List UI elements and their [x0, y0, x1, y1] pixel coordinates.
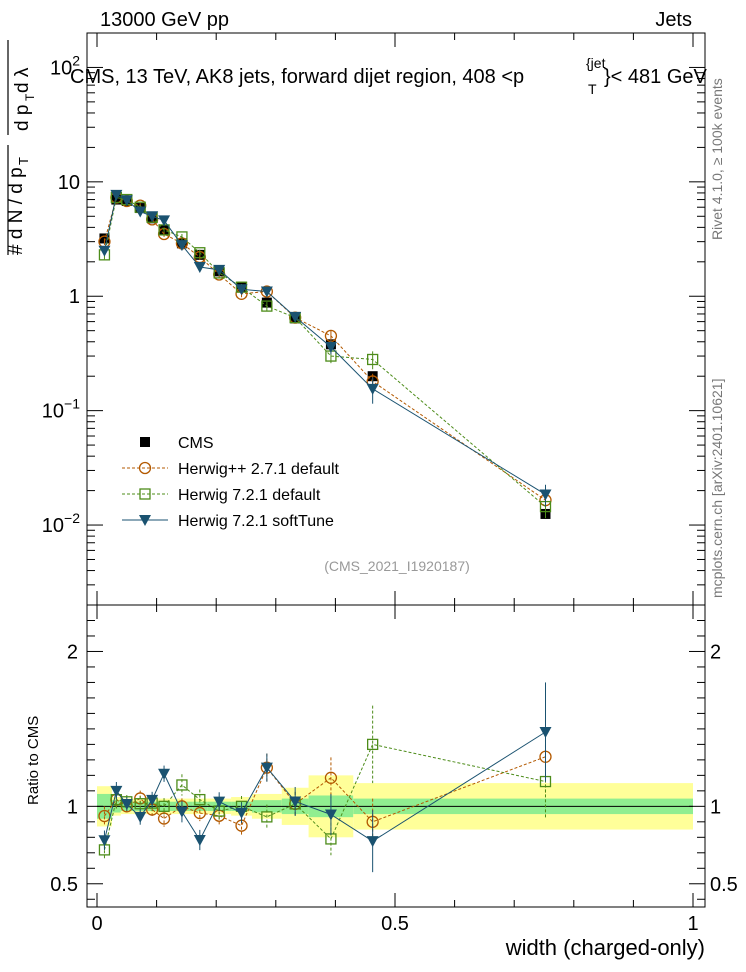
ratio-tick-label-right: 2 [710, 641, 721, 663]
plot-title-sub: T [588, 81, 597, 97]
point-herwig-7-2-1-softtune [158, 215, 171, 227]
ratio-point-herwig-7-2-1-default [261, 811, 273, 823]
legend-marker-herwig-2-7-1-default [138, 461, 152, 475]
svg-text:d λ: d λ [12, 67, 33, 93]
side-label-rivet: Rivet 4.1.0, ≥ 100k events [709, 78, 725, 240]
y-tick-label: 10 [58, 172, 80, 194]
svg-text:N: N [0, 75, 1, 89]
ratio-tick-label-left: 2 [67, 641, 78, 663]
ratio-tick-label-left: 0.5 [50, 874, 78, 896]
ratio-point-herwig-7-2-1-default [366, 738, 379, 751]
analysis-id: (CMS_2021_I1920187) [324, 558, 470, 574]
svg-text:d p: d p [12, 105, 33, 131]
x-tick-label: 1 [687, 913, 698, 935]
ratio-point-herwig-7-2-1-softtune [158, 768, 171, 780]
point-herwig-7-2-1-default [366, 353, 379, 366]
y-axis-label: # d N / d p T 1 # d 2 N d p T d λ [0, 40, 37, 255]
point-herwig-7-2-1-softtune [175, 240, 188, 252]
legend-label-cms: CMS [178, 435, 214, 452]
point-herwig-7-2-1-softtune [324, 341, 337, 353]
ratio-point-herwig-7-2-1-default [194, 793, 206, 806]
point-herwig-7-2-1-softtune [146, 211, 159, 223]
ratio-point-herwig-7-2-1-softtune [289, 796, 302, 808]
ratio-point-herwig-7-2-1-softtune [98, 835, 111, 847]
ratio-series [98, 682, 552, 873]
ratio-point-herwig-7-2-1-softtune [366, 836, 379, 848]
point-herwig-7-2-1-softtune [193, 262, 206, 274]
ratio-point-herwig-7-2-1-softtune [324, 809, 337, 821]
y-tick-label: 10−1 [42, 396, 80, 423]
ratio-point-herwig-7-2-1-softtune [235, 807, 248, 819]
ratio-point-herwig-7-2-1-softtune [539, 726, 552, 738]
point-herwig-7-2-1-default [194, 247, 206, 259]
svg-text:1: 1 [0, 184, 1, 195]
svg-text:# d: # d [0, 101, 1, 127]
legend-label-herwig-7-2-1-default: Herwig 7.2.1 default [178, 487, 321, 504]
x-tick-label: 0.5 [381, 913, 409, 935]
point-herwig-7-2-1-softtune [134, 206, 147, 218]
plot-title: CMS, 13 TeV, AK8 jets, forward dijet reg… [70, 66, 524, 88]
legend-marker-herwig-7-2-1-default [139, 488, 151, 500]
ratio-point-herwig-7-2-1-softtune [110, 785, 123, 797]
ratio-point-herwig-7-2-1-softtune [260, 762, 273, 774]
ratio-point-herwig-7-2-1-default [176, 779, 188, 791]
x-axis-label: width (charged-only) [505, 935, 705, 960]
y-tick-label: 10−2 [42, 510, 80, 537]
legend-label-herwig-7-2-1-softtune: Herwig 7.2.1 softTune [178, 513, 334, 530]
point-herwig-7-2-1-softtune [213, 264, 226, 276]
legend-marker-herwig-7-2-1-softtune [139, 515, 151, 526]
legend: CMS Herwig++ 2.7.1 default Herwig 7.2.1 de… [122, 435, 340, 530]
ratio-tick-label-right: 0.5 [710, 874, 738, 896]
point-herwig-7-2-1-softtune [539, 489, 552, 501]
point-herwig-7-2-1-softtune [98, 245, 111, 257]
point-herwig-7-2-1-softtune [366, 383, 379, 395]
point-herwig-7-2-1-softtune [289, 311, 302, 323]
ratio-plot-frame [86, 604, 706, 908]
ratio-y-label: Ratio to CMS [25, 716, 42, 805]
plot-title-tail: }< 481 GeV [604, 66, 708, 88]
svg-text:# d N / d p: # d N / d p [6, 167, 27, 255]
ratio-point-herwig-7-2-1-softtune [175, 806, 188, 818]
data-series [98, 189, 552, 519]
point-herwig-7-2-1-default [261, 300, 273, 312]
point-herwig-7-2-1-softtune [260, 286, 273, 298]
ratio-point-herwig-7-2-1-softtune [193, 835, 206, 847]
ratio-tick-label-right: 1 [710, 796, 721, 818]
axes: 0 0.5 1 10−2 10−1 1 10 102 0.5 0.5 1 1 2 2 [42, 32, 738, 935]
header-right: Jets [655, 9, 692, 31]
point-herwig-7-2-1-softtune [110, 189, 123, 201]
y-tick-label: 102 [50, 52, 80, 79]
point-herwig-7-2-1-softtune [120, 195, 133, 207]
ratio-point-herwig-7-2-1-softtune [146, 794, 159, 806]
ratio-tick-label-left: 1 [67, 796, 78, 818]
ratio-point-herwig-7-2-1-softtune [213, 796, 226, 808]
y-tick-label: 1 [69, 286, 80, 308]
ratio-point-herwig-7-2-1-softtune [134, 811, 147, 823]
ratio-point-herwig-7-2-1-softtune [120, 799, 133, 811]
series-line-herwig-2-7-1-default [103, 196, 546, 501]
ratio-point-herwig-2-7-1-default [324, 771, 338, 784]
side-label-mcplots: mcplots.cern.ch [arXiv:2401.10621] [709, 379, 725, 598]
svg-text:T: T [16, 157, 31, 165]
svg-text:T: T [23, 93, 37, 101]
header-left: 13000 GeV pp [100, 9, 229, 31]
ratio-point-herwig-2-7-1-default [193, 806, 206, 820]
legend-marker-cms [140, 437, 150, 447]
point-herwig-7-2-1-softtune [235, 284, 248, 296]
x-tick-label: 0 [91, 913, 102, 935]
legend-label-herwig-2-7-1-default: Herwig++ 2.7.1 default [178, 461, 340, 478]
ratio-point-herwig-7-2-1-default [134, 798, 146, 810]
ratio-point-herwig-7-2-1-default [158, 800, 170, 812]
series-line-herwig-7-2-1-softtune [103, 194, 546, 495]
plot-title-super: {jet [586, 55, 606, 71]
ratio-point-herwig-2-7-1-default [157, 812, 171, 825]
